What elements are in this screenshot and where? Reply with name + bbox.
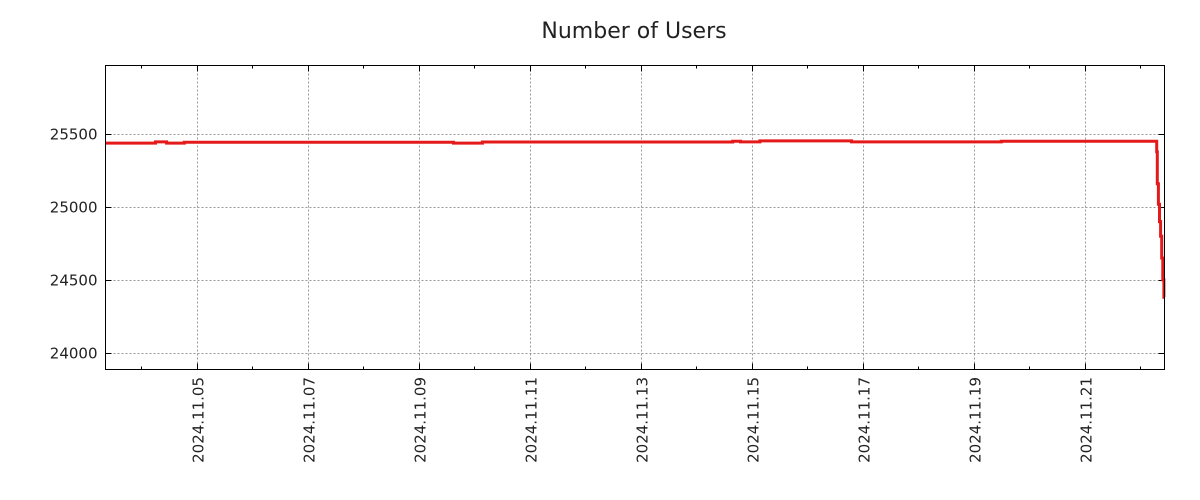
x-tick-label: 2024.11.05 xyxy=(190,377,208,463)
x-tick-label: 2024.11.09 xyxy=(412,377,430,463)
y-tick-label: 24000 xyxy=(50,345,98,363)
axis-ticks: 24000 24500 25000 25500 2024.11.05 2024.11.07… xyxy=(50,65,1165,463)
x-tick-label: 2024.11.07 xyxy=(301,377,319,463)
series xyxy=(105,139,1166,299)
chart-title: Number of Users xyxy=(541,19,726,44)
series-line xyxy=(105,139,1166,299)
x-tick-label: 2024.11.21 xyxy=(1078,377,1096,463)
x-tick-label: 2024.11.19 xyxy=(967,377,985,463)
grid xyxy=(105,65,1165,370)
y-tick-label: 24500 xyxy=(50,272,98,290)
plot-frame xyxy=(105,65,1165,370)
x-tick-label: 2024.11.11 xyxy=(523,377,541,463)
x-tick-label: 2024.11.15 xyxy=(745,377,763,463)
y-tick-label: 25500 xyxy=(50,126,98,144)
x-tick-label: 2024.11.17 xyxy=(856,377,874,463)
x-tick-label: 2024.11.13 xyxy=(634,377,652,463)
y-tick-label: 25000 xyxy=(50,199,98,217)
